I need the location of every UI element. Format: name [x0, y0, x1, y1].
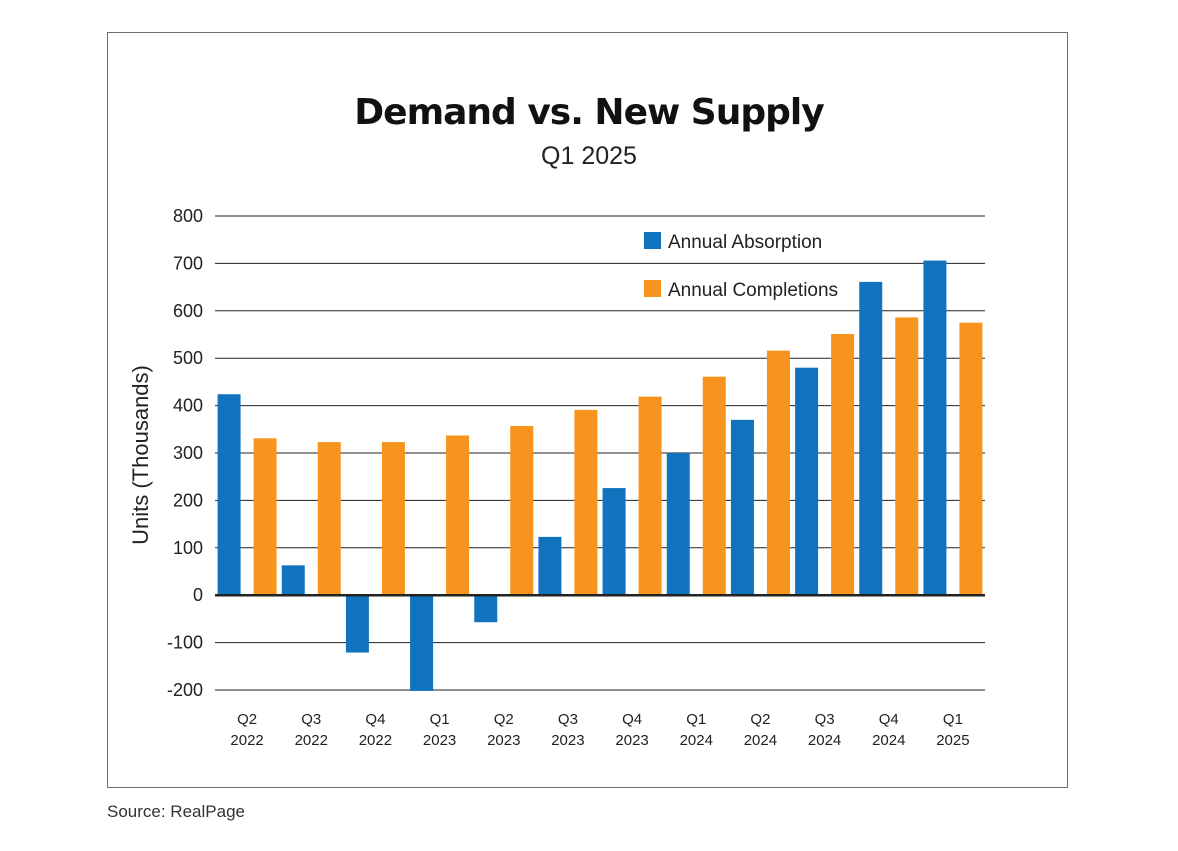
- x-tick-label-quarter: Q2: [494, 711, 514, 728]
- completions-bar-q2-2022: [253, 438, 277, 596]
- legend-swatch-completions: [644, 280, 661, 297]
- x-tick-label-quarter: Q4: [879, 711, 899, 728]
- absorption-bar-q4-2023: [602, 488, 626, 596]
- x-tick-label-year: 2024: [680, 732, 713, 749]
- completions-bar-q3-2023: [574, 409, 598, 596]
- x-tick-label-year: 2022: [230, 732, 263, 749]
- y-tick-label: -200: [167, 680, 203, 700]
- y-tick-label: 500: [173, 348, 203, 368]
- completions-bar-q4-2023: [638, 396, 662, 596]
- x-tick-label-quarter: Q4: [365, 711, 385, 728]
- absorption-bar-q2-2022: [217, 394, 241, 596]
- absorption-bar-q4-2022: [345, 595, 369, 653]
- gridlines: [215, 215, 985, 691]
- legend-label-absorption: Annual Absorption: [668, 232, 822, 253]
- x-tick-label-quarter: Q2: [750, 711, 770, 728]
- x-tick-label-year: 2023: [615, 732, 648, 749]
- completions-bar-q2-2024: [766, 350, 790, 596]
- absorption-bar-q1-2024: [666, 453, 690, 596]
- absorption-bar-q2-2024: [730, 419, 754, 596]
- x-tick-label-quarter: Q2: [237, 711, 257, 728]
- legend-label-completions: Annual Completions: [668, 280, 838, 301]
- x-tick-label-year: 2024: [872, 732, 905, 749]
- x-tick-label-quarter: Q1: [686, 711, 706, 728]
- completions-bar-q3-2022: [317, 442, 341, 596]
- y-tick-label: 400: [173, 396, 203, 416]
- x-tick-label-year: 2024: [808, 732, 841, 749]
- absorption-bar-q4-2024: [859, 281, 883, 596]
- x-tick-label-year: 2023: [487, 732, 520, 749]
- x-tick-label-quarter: Q4: [622, 711, 642, 728]
- absorption-bar-q2-2023: [474, 595, 498, 623]
- x-tick-label-year: 2023: [423, 732, 456, 749]
- x-tick-label-year: 2024: [744, 732, 777, 749]
- bars: [217, 260, 983, 691]
- completions-bar-q1-2024: [702, 376, 726, 596]
- x-tick-label-year: 2022: [359, 732, 392, 749]
- y-tick-label: 700: [173, 253, 203, 273]
- completions-bar-q2-2023: [510, 425, 534, 596]
- y-tick-label: 0: [193, 585, 203, 605]
- x-tick-label-year: 2022: [295, 732, 328, 749]
- y-tick-label: 100: [173, 538, 203, 558]
- y-tick-label: 200: [173, 490, 203, 510]
- x-tick-label-quarter: Q1: [943, 711, 963, 728]
- y-tick-label: 800: [173, 206, 203, 226]
- x-tick-label-quarter: Q3: [815, 711, 835, 728]
- legend: Annual Absorption Annual Completions: [644, 232, 838, 301]
- x-tick-label-year: 2025: [936, 732, 969, 749]
- absorption-bar-q3-2024: [795, 367, 819, 596]
- completions-bar-q3-2024: [831, 334, 855, 596]
- chart-subtitle: Q1 2025: [541, 142, 637, 170]
- absorption-bar-q1-2023: [410, 595, 434, 691]
- legend-swatch-absorption: [644, 232, 661, 249]
- x-tick-label-quarter: Q3: [558, 711, 578, 728]
- x-tick-label-quarter: Q1: [430, 711, 450, 728]
- completions-bar-q4-2022: [381, 442, 405, 596]
- y-tick-label: 300: [173, 443, 203, 463]
- y-tick-label: 600: [173, 301, 203, 321]
- completions-bar-q1-2025: [959, 322, 983, 596]
- source-note: Source: RealPage: [107, 802, 245, 821]
- x-tick-label-quarter: Q3: [301, 711, 321, 728]
- completions-bar-q1-2023: [446, 435, 470, 596]
- completions-bar-q4-2024: [895, 317, 919, 596]
- x-tick-label-year: 2023: [551, 732, 584, 749]
- absorption-bar-q1-2025: [923, 260, 947, 596]
- chart-title: Demand vs. New Supply: [354, 92, 824, 133]
- y-tick-label: -100: [167, 633, 203, 653]
- y-axis-label: Units (Thousands): [128, 365, 153, 545]
- absorption-bar-q3-2023: [538, 536, 562, 596]
- absorption-bar-q3-2022: [281, 565, 305, 596]
- axes: 800 700 600 500 400 300 200 100 0 -100 -200 Q2 2022 Q…: [167, 206, 985, 749]
